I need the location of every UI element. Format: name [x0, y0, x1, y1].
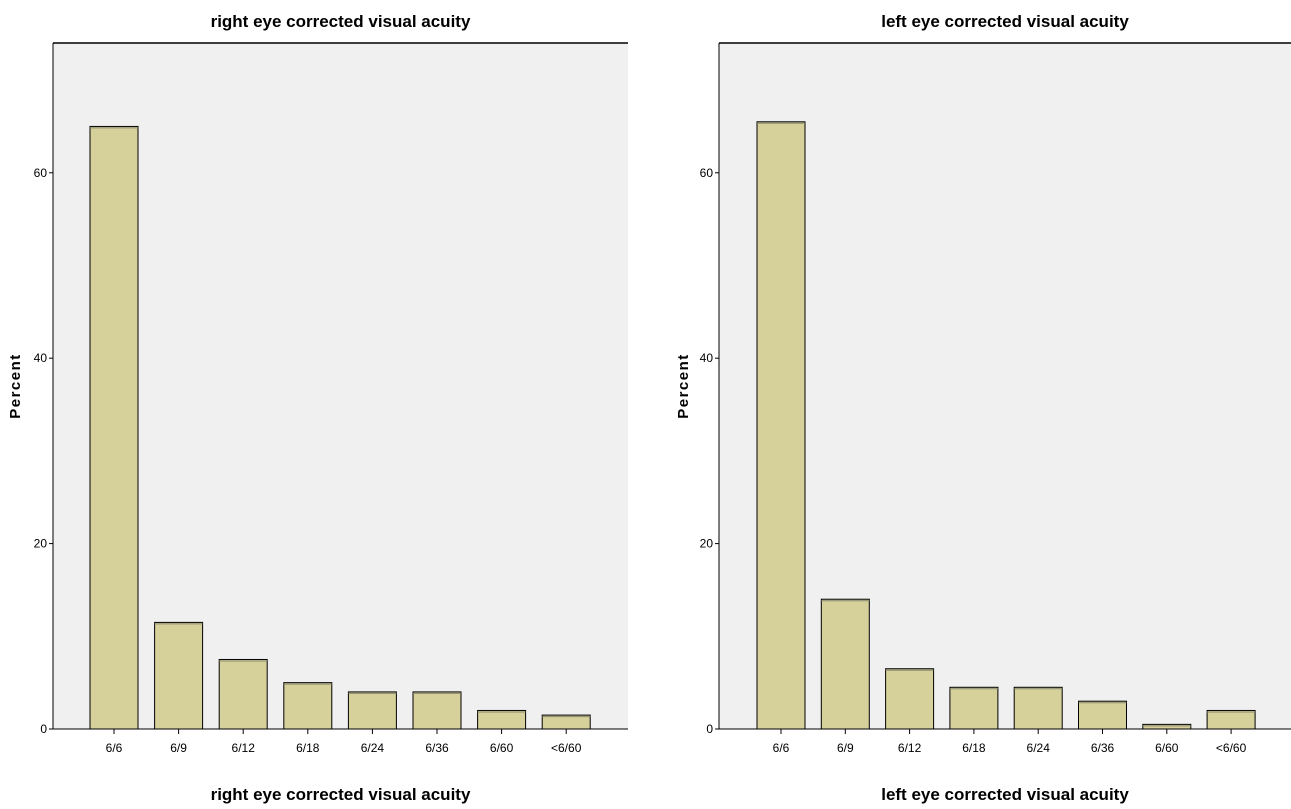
x-tick-label: 6/6: [106, 741, 123, 755]
bars: [89, 125, 591, 730]
x-ticks: 6/6 6/9 6/12 6/18 6/24 6/36 6/60 <6/60: [773, 729, 1247, 755]
y-tick-label: 60: [34, 166, 48, 180]
x-tick-label: 6/36: [425, 741, 449, 755]
x-tick-label: 6/12: [232, 741, 256, 755]
y-tick-label: 40: [34, 351, 48, 365]
x-tick-label: 6/12: [898, 741, 922, 755]
y-ticks: 0 20 40 60: [700, 166, 719, 736]
x-tick-label: 6/24: [1027, 741, 1051, 755]
y-tick-label: 20: [34, 537, 48, 551]
y-tick-label: 0: [706, 722, 713, 736]
y-axis-title: Percent: [7, 353, 24, 419]
x-tick-label: 6/60: [1155, 741, 1179, 755]
axes: [718, 42, 1291, 730]
x-tick-label: 6/18: [962, 741, 986, 755]
bar-0: [89, 125, 139, 730]
bar-6: [1142, 723, 1192, 730]
y-tick-label: 20: [700, 537, 714, 551]
y-ticks: 0 20 40 60: [34, 166, 53, 736]
bar-2: [885, 668, 935, 730]
x-tick-label: 6/9: [837, 741, 854, 755]
x-tick-label: <6/60: [551, 741, 582, 755]
bar-7: [541, 714, 591, 730]
x-tick-label: 6/6: [773, 741, 790, 755]
x-tick-label: 6/24: [361, 741, 385, 755]
x-tick-label: 6/18: [296, 741, 320, 755]
x-tick-label: 6/9: [170, 741, 187, 755]
plot-area: [53, 43, 628, 729]
axes: [52, 42, 628, 730]
bar-2: [218, 658, 268, 730]
bars: [756, 121, 1256, 730]
x-ticks: 6/6 6/9 6/12 6/18 6/24 6/36 6/60 <6/60: [106, 729, 582, 755]
bar-7: [1206, 709, 1256, 730]
bar-4: [347, 691, 397, 730]
bar-5: [412, 691, 462, 730]
y-tick-label: 60: [700, 166, 714, 180]
bar-5: [1078, 700, 1127, 730]
y-axis-title: Percent: [675, 353, 692, 419]
bar-3: [949, 686, 999, 730]
bar-0: [756, 121, 806, 730]
chart-title: right eye corrected visual acuity: [211, 12, 471, 31]
y-tick-label: 0: [40, 722, 47, 736]
chart-title: left eye corrected visual acuity: [881, 12, 1129, 31]
x-tick-label: <6/60: [1216, 741, 1247, 755]
bar-3: [283, 682, 333, 730]
plot-area: [719, 43, 1291, 729]
x-tick-label: 6/36: [1091, 741, 1115, 755]
bar-1: [820, 598, 870, 730]
y-tick-label: 40: [700, 351, 714, 365]
x-axis-title: left eye corrected visual acuity: [881, 785, 1129, 804]
bar-1: [154, 621, 204, 730]
bar-6: [477, 709, 527, 730]
x-axis-title: right eye corrected visual acuity: [211, 785, 471, 804]
bar-4: [1013, 686, 1063, 730]
x-tick-label: 6/60: [490, 741, 514, 755]
